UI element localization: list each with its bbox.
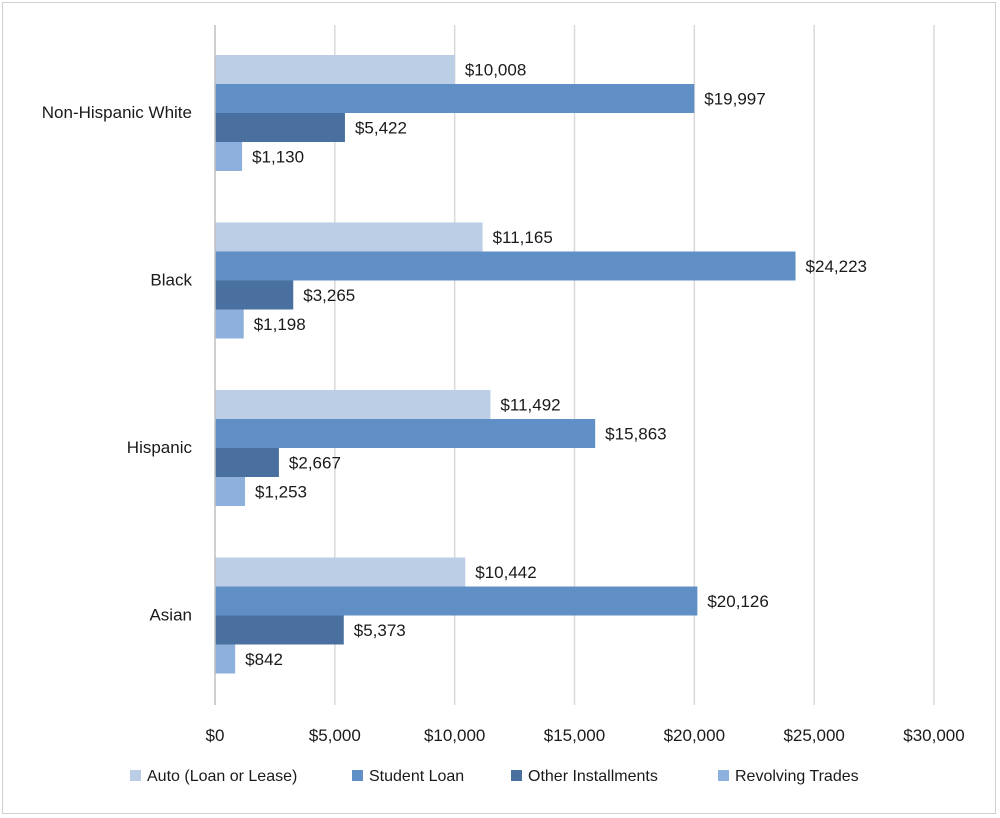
legend: Auto (Loan or Lease) Student Loan Other In… [130,768,859,785]
x-tick-label: $25,000 [783,726,844,745]
data-label: $5,373 [354,621,406,640]
legend-item: Other Installments [511,768,658,785]
data-labels: $10,008 $19,997 $5,422 $1,130 $11,165 $24,223… [245,61,867,670]
data-label: $19,997 [704,90,765,109]
bar [215,419,596,448]
bars [215,55,796,674]
category-label: Hispanic [127,438,193,457]
x-tick-label: $10,000 [424,726,485,745]
legend-item: Student Loan [352,768,464,785]
bar [215,55,455,84]
legend-swatch [511,770,522,781]
bar [215,84,695,113]
data-label: $15,863 [605,425,666,444]
legend-label: Revolving Trades [735,768,859,785]
legend-label: Other Installments [528,768,658,785]
category-labels: Non-Hispanic White Black Hispanic Asian [42,103,193,625]
category-label: Non-Hispanic White [42,103,192,122]
legend-item: Auto (Loan or Lease) [130,768,297,785]
legend-swatch [130,770,141,781]
bar [215,309,244,339]
x-tick-label: $0 [206,726,225,745]
data-label: $2,667 [289,454,341,473]
legend-label: Auto (Loan or Lease) [147,768,297,785]
data-label: $10,442 [475,563,536,582]
category-label: Black [150,271,192,290]
bar [215,142,243,171]
data-label: $20,126 [707,592,768,611]
x-tick-label: $15,000 [544,726,605,745]
legend-swatch [718,770,729,781]
data-label: $3,265 [303,286,355,305]
bar [215,477,246,506]
bar [215,448,279,477]
x-tick-labels: $0 $5,000 $10,000 $15,000 $20,000 $25,000 $30,… [206,726,965,745]
data-label: $11,492 [500,396,560,415]
data-label: $10,008 [465,61,526,80]
data-label: $24,223 [806,257,867,276]
legend-label: Student Loan [369,768,464,785]
bar [215,557,466,587]
bar [215,586,698,616]
legend-swatch [352,770,363,781]
bar [215,615,344,645]
x-tick-label: $30,000 [903,726,964,745]
data-label: $1,130 [252,148,304,167]
data-label: $1,253 [255,483,307,502]
data-label: $5,422 [355,119,407,138]
bar [215,251,796,281]
bar [215,280,294,310]
bar [215,390,491,419]
bar [215,113,345,142]
data-label: $842 [245,650,283,669]
bar [215,222,483,252]
legend-item: Revolving Trades [718,768,859,785]
x-tick-label: $20,000 [664,726,725,745]
data-label: $11,165 [493,228,553,247]
bar [215,644,236,674]
category-label: Asian [149,606,192,625]
data-label: $1,198 [254,315,306,334]
x-tick-label: $5,000 [309,726,361,745]
